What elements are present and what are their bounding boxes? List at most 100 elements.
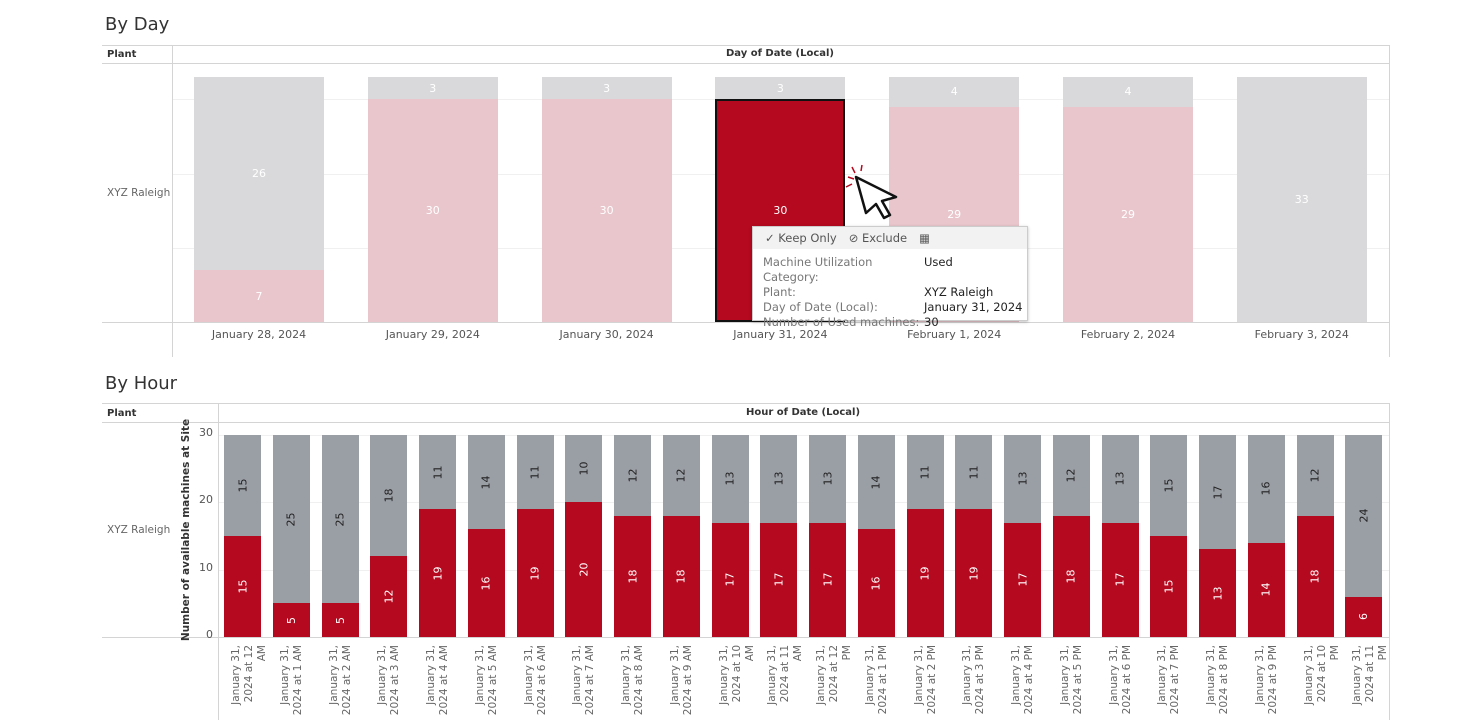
hour-bar-segment[interactable]: 13: [1199, 549, 1236, 637]
hour-bar-segment[interactable]: 11: [419, 435, 456, 510]
day-bar-segment[interactable]: 33: [1236, 77, 1367, 322]
hour-bar-segment[interactable]: 13: [711, 435, 749, 523]
hour-bar-segment[interactable]: 17: [809, 522, 846, 637]
day-bar-segment[interactable]: 7: [194, 270, 324, 322]
data-label: 14: [869, 475, 883, 490]
by-day-title: By Day: [105, 14, 170, 35]
hour-bar-segment[interactable]: 17: [760, 522, 798, 637]
hour-bar-segment[interactable]: 16: [857, 529, 895, 637]
data-label: 12: [674, 468, 688, 483]
hour-bar-segment[interactable]: 16: [1247, 435, 1285, 543]
hour-bar-segment[interactable]: 13: [809, 435, 846, 523]
day-bar-segment[interactable]: 3: [715, 77, 846, 100]
day-bar-segment[interactable]: 4: [1063, 77, 1193, 107]
hour-bar-segment[interactable]: 17: [1101, 522, 1139, 637]
gridline: [219, 502, 1389, 504]
hour-bar-segment[interactable]: 10: [565, 435, 603, 503]
hour-bar-segment[interactable]: 15: [1150, 435, 1188, 536]
hour-bar-segment[interactable]: 19: [419, 509, 456, 637]
x-tick-label: January 31, 2024 at 4 PM: [1010, 645, 1035, 715]
hour-bar-segment[interactable]: 12: [370, 556, 408, 637]
day-bar-segment[interactable]: 29: [1063, 106, 1193, 322]
hour-bar-segment[interactable]: 18: [370, 435, 408, 557]
x-tick-label: January 31, 2024 at 5 AM: [473, 645, 499, 716]
hour-bar-segment[interactable]: 19: [955, 509, 993, 637]
x-tick-label: January 31, 2024 at 2 PM: [912, 645, 938, 715]
data-label: 19: [967, 566, 981, 581]
day-bar-segment[interactable]: 3: [367, 77, 498, 100]
data-label: 20: [577, 562, 591, 577]
hour-bar-segment[interactable]: 5: [272, 603, 310, 637]
hour-bar-segment[interactable]: 12: [1052, 435, 1090, 516]
hour-bar-segment[interactable]: 18: [662, 515, 700, 637]
data-label: 11: [528, 465, 542, 480]
day-col-header: Day of Date (Local): [725, 48, 835, 59]
gridline: [219, 435, 1389, 436]
hour-bar-segment[interactable]: 15: [224, 536, 261, 637]
day-row-label: XYZ Raleigh: [107, 187, 171, 199]
gridline: [219, 569, 1389, 571]
hour-bar-segment[interactable]: 14: [1247, 542, 1285, 637]
x-tick-label: February 2, 2024: [1080, 328, 1176, 341]
hour-bar-segment[interactable]: 13: [1004, 435, 1041, 523]
hour-bar-segment[interactable]: 12: [614, 435, 651, 516]
data-label: 15: [236, 478, 249, 493]
data-label: 15: [236, 579, 249, 594]
hour-bar-segment[interactable]: 5: [321, 603, 359, 637]
day-bar-segment[interactable]: 30: [367, 99, 498, 322]
hour-bar-segment[interactable]: 14: [467, 435, 505, 530]
hour-bar-segment[interactable]: 12: [1296, 435, 1334, 516]
data-label: 18: [674, 569, 688, 584]
day-bar-segment[interactable]: 26: [194, 77, 324, 271]
tooltip-row: Day of Date (Local): January 31, 2024: [763, 300, 1023, 314]
tooltip: ✓ Keep Only ⊘ Exclude ▦ Machine Utilizat…: [752, 226, 1028, 329]
cursor-click-icon: [845, 164, 898, 220]
hour-bar-segment[interactable]: 17: [1004, 522, 1041, 637]
y-axis-title: Number of available machines at Site: [180, 418, 192, 642]
data-label: 19: [918, 566, 932, 581]
hour-row-header: Plant: [107, 408, 137, 419]
y-tick-label: 20: [199, 493, 213, 507]
hour-bar-segment[interactable]: 24: [1345, 435, 1383, 597]
hour-bar-segment[interactable]: 18: [1052, 515, 1090, 637]
data-label: 16: [479, 576, 493, 591]
x-tick-label: January 31, 2024 at 4 AM: [425, 645, 450, 716]
hour-bar-segment[interactable]: 13: [1101, 435, 1139, 523]
hour-bar-segment[interactable]: 15: [224, 435, 261, 536]
exclude-button[interactable]: ⊘ Exclude: [848, 231, 908, 245]
hour-bar-segment[interactable]: 14: [857, 435, 895, 530]
hour-bar-segment[interactable]: 12: [662, 435, 700, 516]
x-tick-label: January 31, 2024 at 7 PM: [1156, 645, 1182, 715]
hour-bar-segment[interactable]: 17: [1199, 435, 1236, 550]
day-bar-segment[interactable]: 3: [541, 77, 672, 100]
hour-bar-segment[interactable]: 20: [565, 502, 603, 637]
x-tick-label: January 31, 2024 at 9 AM: [668, 645, 694, 716]
data-label: 12: [1308, 468, 1322, 483]
hour-bar-segment[interactable]: 18: [614, 515, 651, 637]
view-data-icon[interactable]: ▦: [919, 231, 930, 245]
data-label: 6: [1357, 613, 1371, 621]
hour-bar-segment[interactable]: 19: [516, 509, 554, 637]
hour-bar-segment[interactable]: 19: [906, 509, 944, 637]
x-tick-label: January 31, 2024 at 11 AM: [766, 645, 805, 705]
hour-bar-segment[interactable]: 13: [760, 435, 798, 523]
hour-bar-segment[interactable]: 18: [1296, 515, 1334, 637]
data-label: 18: [1064, 569, 1078, 584]
data-label: 5: [284, 616, 298, 624]
day-bar-segment[interactable]: 4: [889, 77, 1020, 107]
data-label: 13: [723, 471, 737, 486]
hour-bar-segment[interactable]: 17: [711, 522, 749, 637]
hour-bar-segment[interactable]: 11: [516, 435, 554, 510]
hour-bar-segment[interactable]: 15: [1150, 536, 1188, 637]
hour-bar-segment[interactable]: 16: [467, 529, 505, 637]
hour-bar-segment[interactable]: 11: [955, 435, 993, 510]
hour-bar-segment[interactable]: 25: [272, 435, 310, 604]
hour-bar-segment[interactable]: 25: [321, 435, 359, 604]
x-tick-label: January 31, 2024 at 8 AM: [620, 645, 645, 716]
day-bar-segment[interactable]: 30: [541, 99, 672, 322]
x-tick-label: January 31, 2024 at 3 AM: [376, 645, 402, 716]
data-label: 17: [1211, 485, 1224, 500]
keep-only-button[interactable]: ✓ Keep Only: [765, 231, 837, 245]
hour-bar-segment[interactable]: 6: [1345, 596, 1383, 637]
hour-bar-segment[interactable]: 11: [906, 435, 944, 510]
